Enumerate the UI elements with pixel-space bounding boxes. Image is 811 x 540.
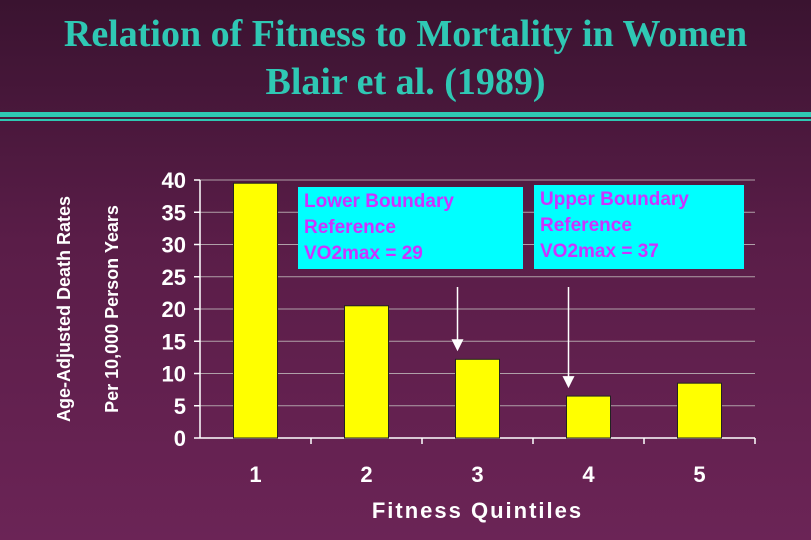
bar-1	[233, 182, 278, 439]
bar-3	[455, 358, 500, 439]
callout-arrowhead	[451, 339, 464, 352]
bar-4	[566, 395, 611, 439]
callout-text: Reference	[540, 215, 632, 236]
y-tick-label: 25	[162, 265, 186, 290]
title-divider-thin	[0, 119, 811, 121]
callout-text: VO2max = 29	[304, 243, 423, 264]
x-tick-label: 1	[249, 462, 261, 487]
x-tick-label: 4	[582, 462, 595, 487]
y-tick-label: 20	[162, 297, 186, 322]
x-tick-label: 5	[693, 462, 705, 487]
x-axis-label: Fitness Quintiles	[372, 498, 583, 523]
callout-text: VO2max = 37	[540, 241, 659, 262]
y-axis-label-secondary: Per 10,000 Person Years	[102, 205, 122, 413]
x-tick-label: 3	[471, 462, 483, 487]
y-tick-label: 15	[162, 329, 186, 354]
title-divider-thick	[0, 112, 811, 117]
bar-2	[344, 305, 389, 439]
chart-subtitle: Blair et al. (1989)	[265, 61, 546, 103]
y-tick-label: 0	[174, 426, 186, 451]
y-axis-label: Age-Adjusted Death Rates	[54, 196, 74, 422]
callout-box	[534, 185, 744, 269]
bar-5	[677, 382, 722, 439]
y-tick-label: 5	[174, 394, 186, 419]
x-tick-label: 2	[360, 462, 372, 487]
callout-box	[298, 187, 523, 269]
y-tick-label: 10	[162, 362, 186, 387]
callout-text: Reference	[304, 217, 396, 238]
chart-title: Relation of Fitness to Mortality in Wome…	[63, 13, 748, 55]
y-tick-label: 30	[162, 233, 186, 258]
callout-text: Upper Boundary	[540, 189, 689, 210]
y-tick-label: 35	[162, 200, 186, 225]
y-tick-label: 40	[162, 168, 186, 193]
callout-text: Lower Boundary	[304, 191, 454, 212]
callout-arrowhead	[562, 376, 575, 389]
